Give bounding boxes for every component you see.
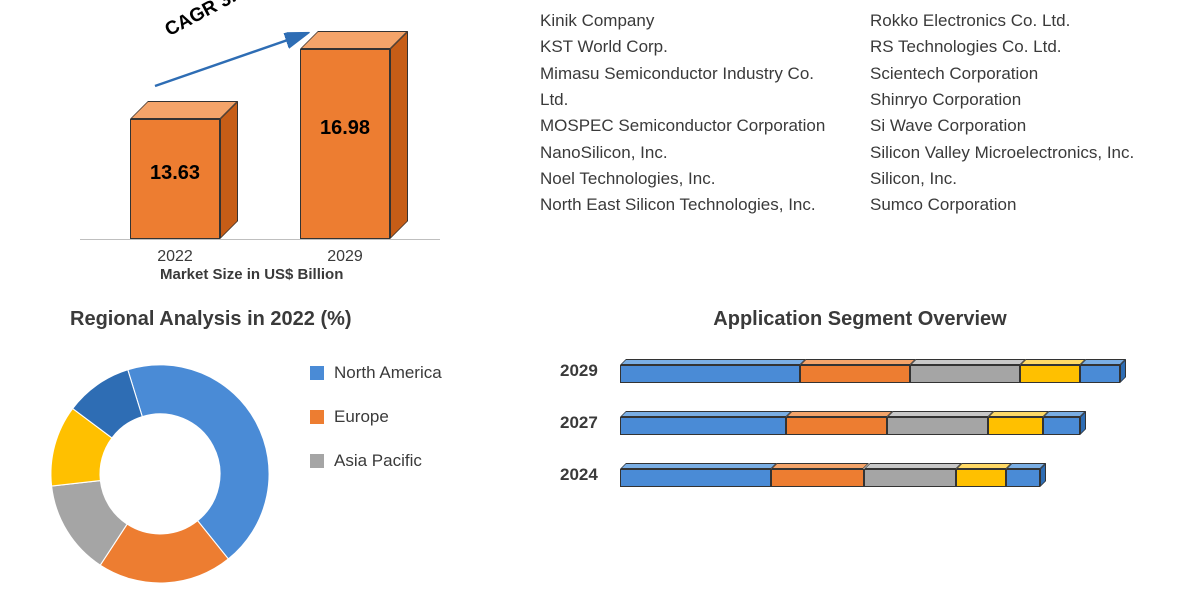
company-item: Rokko Electronics Co. Ltd. — [870, 8, 1160, 34]
legend-item: North America — [310, 363, 442, 383]
company-item: Sumco Corporation — [870, 192, 1160, 218]
company-item: KST World Corp. — [540, 34, 830, 60]
hbar-segment — [956, 469, 1006, 487]
hbar-segment — [620, 469, 771, 487]
hbar-segment — [887, 417, 988, 435]
hbar-row-2027: 2027 — [560, 411, 1160, 435]
company-list-col1: Kinik CompanyKST World Corp.Mimasu Semic… — [540, 8, 830, 300]
company-item: Scientech Corporation — [870, 61, 1160, 87]
hbar-segment — [1020, 365, 1080, 383]
hbar-segment — [800, 365, 910, 383]
company-item: Si Wave Corporation — [870, 113, 1160, 139]
bar-value-2029: 16.98 — [301, 117, 389, 140]
application-segment: Application Segment Overview 2029 2027 202… — [540, 308, 1160, 600]
hbar-segment — [620, 365, 800, 383]
regional-legend: North America Europe Asia Pacific — [280, 343, 442, 583]
hbar-segment — [620, 417, 786, 435]
hbar-segment — [864, 469, 956, 487]
bar-2022: 13.63 — [130, 119, 220, 239]
cagr-arrow-icon — [150, 26, 320, 96]
hbar-segment — [1043, 417, 1080, 435]
hbar-row-2024: 2024 — [560, 463, 1160, 487]
hbar-row-2029: 2029 — [560, 359, 1160, 383]
hbar-segment — [786, 417, 887, 435]
company-item: MOSPEC Semiconductor Corporation — [540, 113, 830, 139]
hbar-segment — [1080, 365, 1120, 383]
company-item: Kinik Company — [540, 8, 830, 34]
legend-label: North America — [334, 363, 442, 383]
bar-xlabel-2022: 2022 — [125, 248, 225, 266]
company-item: Silicon Valley Microelectronics, Inc. — [870, 140, 1160, 166]
application-title: Application Segment Overview — [560, 308, 1160, 331]
company-item: Mimasu Semiconductor Industry Co. Ltd. — [540, 61, 830, 114]
company-item: Shinryo Corporation — [870, 87, 1160, 113]
legend-swatch-icon — [310, 366, 324, 380]
regional-donut-chart — [40, 343, 280, 583]
bar-chart-caption: Market Size in US$ Billion — [160, 266, 343, 283]
regional-analysis: Regional Analysis in 2022 (%) North Amer… — [40, 308, 540, 600]
hbar-segment — [1006, 469, 1040, 487]
company-item: Silicon, Inc. — [870, 166, 1160, 192]
legend-label: Europe — [334, 407, 389, 427]
hbar-segment — [910, 365, 1020, 383]
bar-value-2022: 13.63 — [131, 162, 219, 185]
company-item: NanoSilicon, Inc. — [540, 140, 830, 166]
regional-title: Regional Analysis in 2022 (%) — [40, 308, 540, 331]
hbar-track — [620, 359, 1126, 383]
company-item: RS Technologies Co. Ltd. — [870, 34, 1160, 60]
hbar-track — [620, 411, 1086, 435]
hbar-ylabel: 2027 — [560, 413, 620, 433]
hbar-track — [620, 463, 1046, 487]
market-size-bar-chart: 13.63202216.982029 CAGR 3.19% Market Siz… — [40, 0, 540, 300]
legend-swatch-icon — [310, 410, 324, 424]
legend-item: Asia Pacific — [310, 451, 442, 471]
company-item: Noel Technologies, Inc. — [540, 166, 830, 192]
legend-swatch-icon — [310, 454, 324, 468]
hbar-segment — [988, 417, 1043, 435]
legend-label: Asia Pacific — [334, 451, 422, 471]
bar-xlabel-2029: 2029 — [295, 248, 395, 266]
legend-item: Europe — [310, 407, 442, 427]
company-list: Kinik CompanyKST World Corp.Mimasu Semic… — [540, 0, 1160, 300]
company-item: North East Silicon Technologies, Inc. — [540, 192, 830, 218]
hbar-segment — [771, 469, 863, 487]
hbar-ylabel: 2029 — [560, 361, 620, 381]
hbar-ylabel: 2024 — [560, 465, 620, 485]
company-list-col2: Rokko Electronics Co. Ltd.RS Technologie… — [870, 8, 1160, 300]
